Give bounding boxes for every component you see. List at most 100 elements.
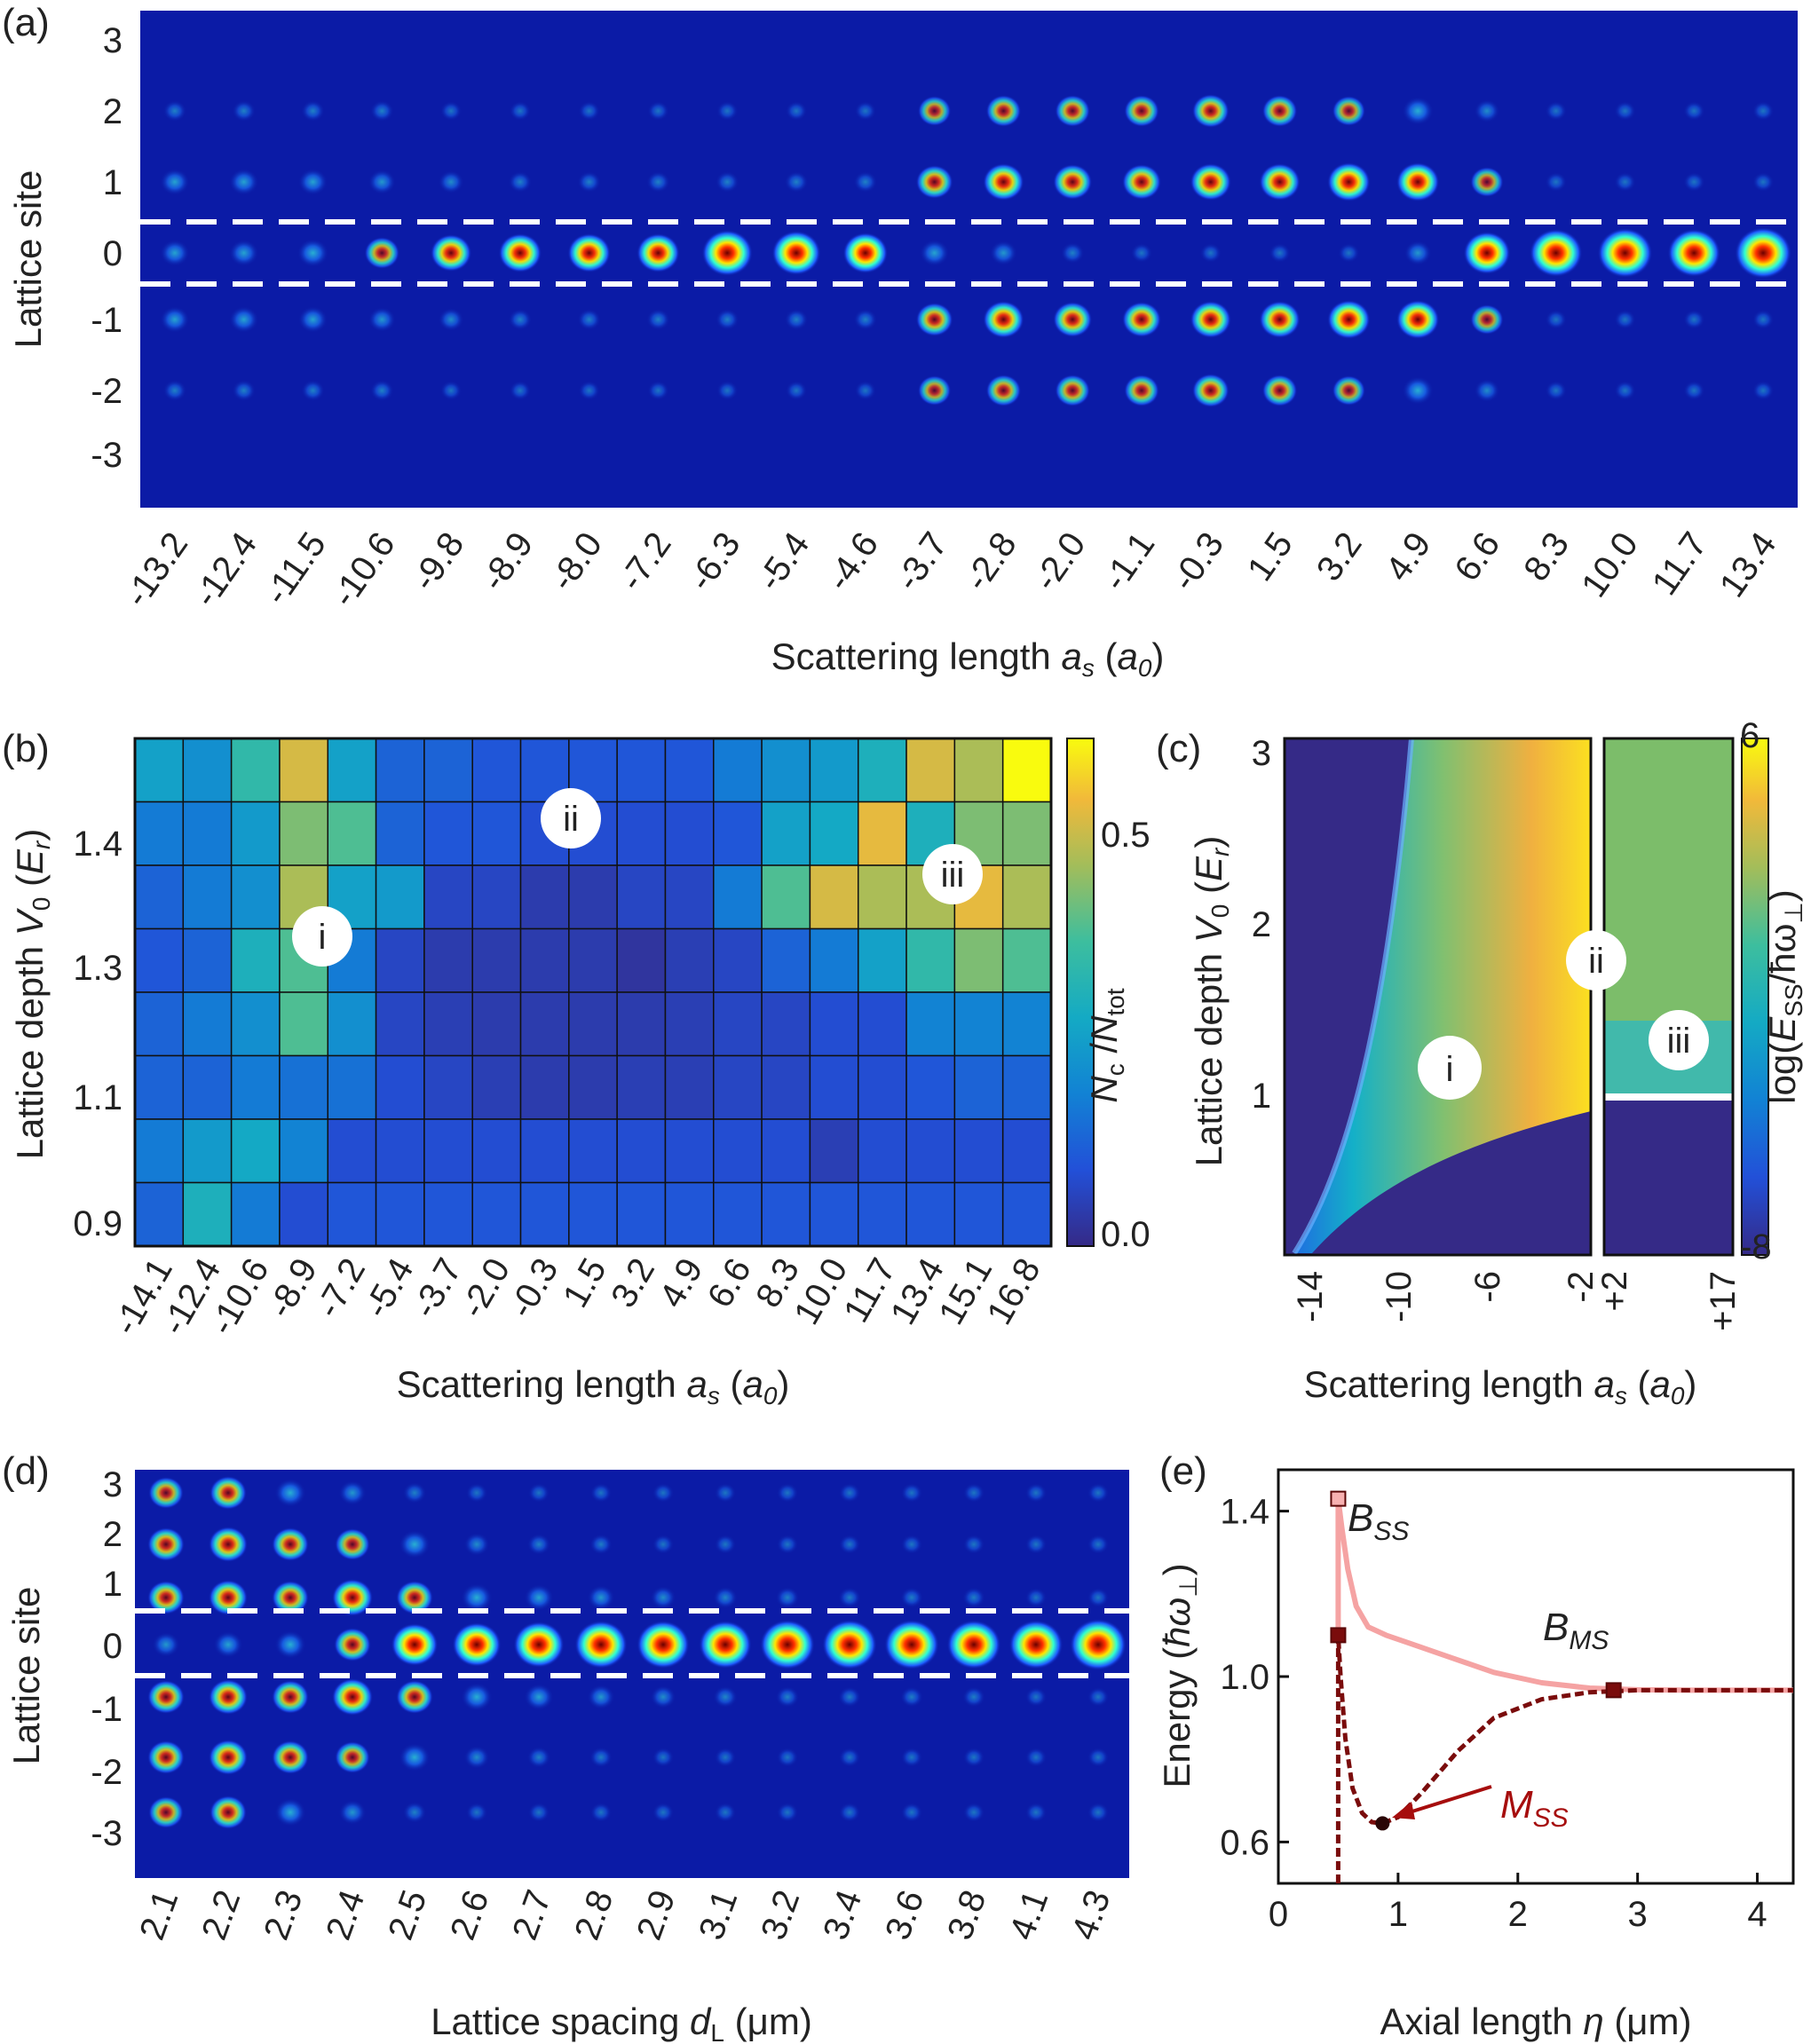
- panel-a-spot: [647, 101, 669, 121]
- panel-d-spot: [714, 1803, 737, 1822]
- panel-b-cell: [664, 864, 715, 930]
- panel-c-colorbar: [1741, 738, 1769, 1256]
- panel-e: (e) 0 1 2 3 4 0.6 1.0 1.4 BSS BMS MSS Energy (ħ…: [1156, 1449, 1795, 2042]
- panel-c-left-frame: [1283, 737, 1593, 1257]
- panel-d-spot: [147, 1581, 185, 1614]
- panel-b-xtick: -7.2: [309, 1252, 374, 1325]
- panel-a-spot: [1130, 243, 1153, 263]
- panel-b-cell: [809, 801, 859, 866]
- panel-b-xtick: -2.0: [454, 1252, 518, 1325]
- panel-a-spot: [716, 101, 739, 121]
- panel-a-spot: [983, 163, 1024, 201]
- panel-d-spot: [148, 1796, 184, 1828]
- panel-a-xtick: -1.1: [1095, 525, 1163, 598]
- panel-b-cell: [471, 801, 522, 866]
- panel-b-cell: [375, 991, 425, 1057]
- panel-d-spot: [465, 1483, 488, 1503]
- panel-b-cell: [471, 927, 522, 993]
- panel-b-cell: [1001, 1181, 1052, 1247]
- panel-b-cell: [471, 991, 522, 1057]
- panel-a-spot: [1614, 381, 1636, 400]
- panel-d-ytick: -2: [91, 1753, 123, 1792]
- panel-a-spot: [983, 301, 1024, 338]
- panel-d-spot: [209, 1527, 248, 1562]
- panel-d-spot: [776, 1535, 799, 1554]
- panel-a-xtick: -3.7: [888, 525, 955, 598]
- panel-d-spot: [652, 1535, 675, 1554]
- panel-d-yticks: 3 2 1 0 -1 -2 -3: [91, 1465, 123, 1853]
- panel-a-spot: [701, 230, 753, 276]
- panel-b-ytick: 1.4: [73, 825, 123, 864]
- panel-b-xtick: 3.2: [604, 1252, 662, 1314]
- panel-a-spot: [1735, 227, 1792, 279]
- panel-c-yticks: 3 2 1: [1252, 734, 1271, 1116]
- panel-b-cell: [519, 864, 570, 930]
- panel-b-cell: [761, 991, 811, 1057]
- panel-a-spot: [1191, 374, 1230, 407]
- panel-a-spot: [1338, 243, 1360, 263]
- panel-a-spot: [1683, 381, 1705, 400]
- panel-d-spot: [589, 1534, 613, 1555]
- panel-a-spot: [917, 375, 952, 406]
- panel-a-spot: [1190, 301, 1231, 338]
- panel-a-spot: [1396, 300, 1440, 339]
- panel-b-yticks: 0.9 1.1 1.3 1.4: [73, 825, 123, 1243]
- panel-a-spot: [1259, 163, 1301, 201]
- panel-b-cell: [713, 1054, 763, 1120]
- panel-b: (b) 0.9 1.1 1.3 1.4 -14.1-12.4-10.6-8.9-7.2…: [2, 727, 1151, 1409]
- panel-a-spot: [229, 169, 259, 195]
- panel-d-xtick: 3.1: [692, 1885, 745, 1945]
- panel-d-spot: [452, 1622, 502, 1667]
- panel-b-cell: [519, 1181, 570, 1247]
- panel-a-ytick: -3: [91, 436, 123, 475]
- panel-d-spot: [1024, 1748, 1048, 1767]
- panel-a-xtick: 10.0: [1574, 525, 1646, 604]
- panel-e-marker: [1375, 1816, 1390, 1831]
- panel-a-xtick: -10.6: [324, 525, 402, 614]
- panel-b-cell: [761, 1181, 811, 1247]
- panel-d-spot: [946, 1620, 1001, 1669]
- panel-a-spot: [364, 237, 400, 269]
- panel-a-spot: [637, 233, 680, 272]
- panel-d-spot: [338, 1800, 367, 1825]
- panel-b-cell: [519, 1118, 570, 1184]
- panel-d-spot: [210, 1476, 247, 1510]
- panel-e-markers: [1330, 1490, 1622, 1831]
- panel-d-spot: [1008, 1620, 1064, 1669]
- panel-b-cell: [423, 801, 473, 866]
- panel-a-spot: [297, 306, 328, 333]
- panel-b-cell: [182, 991, 233, 1057]
- panel-c-xticks: -14 -10 -6 -2+2 +17: [1291, 1271, 1743, 1331]
- panel-d-spot: [884, 1620, 939, 1669]
- panel-d-spot: [652, 1483, 675, 1503]
- panel-c-colorbar-tick-bottom: -8: [1740, 1227, 1772, 1267]
- panel-d-spot: [1024, 1535, 1048, 1554]
- panel-a-spot: [1545, 172, 1567, 192]
- panel-label-e: (e): [1159, 1449, 1207, 1493]
- panel-b-cell: [182, 1118, 233, 1184]
- panel-d: (d) 3 2 1 0 -1 -2 -3 2.1 2.2 2.3 2.4 2.5 2.6 2.7 2.8 2…: [2, 1449, 1129, 2044]
- panel-a-spot: [785, 101, 808, 121]
- panel-b-cell: [375, 1054, 425, 1120]
- panel-d-spot: [900, 1803, 923, 1822]
- panel-a-spot: [1474, 379, 1500, 402]
- panel-d-xtick: 2.1: [132, 1885, 186, 1945]
- panel-b-cell: [664, 801, 715, 866]
- panel-d-spot: [1024, 1483, 1048, 1503]
- panel-b-cell: [471, 1054, 522, 1120]
- panel-d-spot: [838, 1686, 861, 1708]
- panel-a-spot: [917, 96, 952, 126]
- annotation-b-ss: BSS: [1348, 1496, 1409, 1546]
- panel-b-cell: [1001, 864, 1052, 930]
- panel-a-spot: [985, 95, 1022, 127]
- panel-d-spot: [147, 1680, 185, 1714]
- panel-a-spot: [1474, 99, 1500, 122]
- panel-d-xtick: 3.2: [754, 1885, 807, 1945]
- panel-a-ytick: 0: [103, 234, 123, 273]
- panel-a-xtick: -4.6: [819, 525, 887, 598]
- panel-d-spot: [274, 1798, 306, 1827]
- panel-b-cell: [423, 1118, 473, 1184]
- panel-d-spot: [1087, 1483, 1110, 1503]
- panel-b-cell: [761, 738, 811, 803]
